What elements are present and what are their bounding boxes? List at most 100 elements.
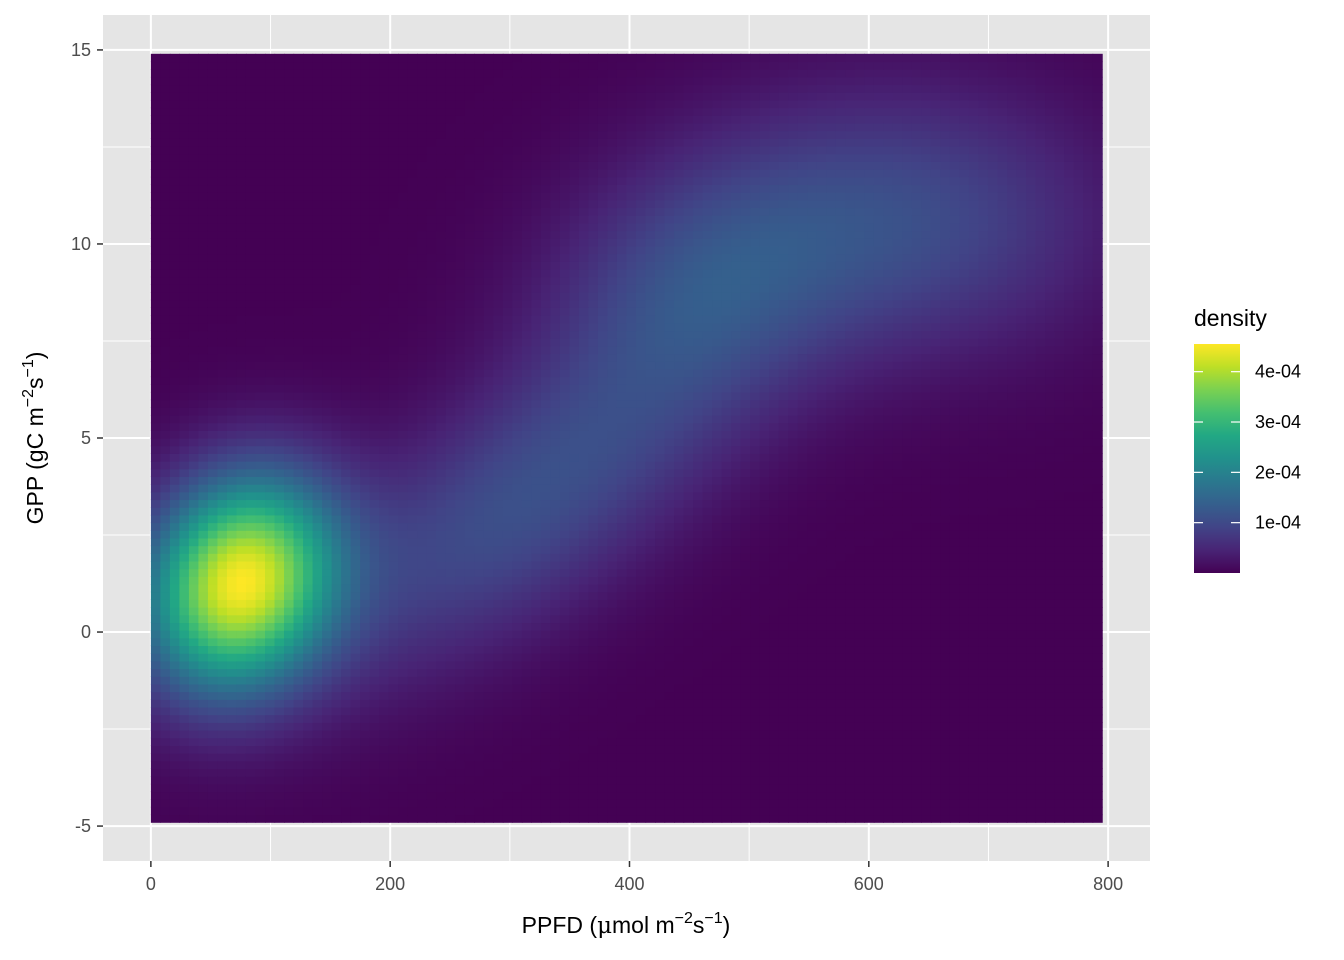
density-tile xyxy=(169,653,180,662)
density-tile xyxy=(569,776,580,785)
density-tile xyxy=(293,222,304,232)
density-tile xyxy=(569,414,580,424)
density-tile xyxy=(436,253,447,262)
density-tile xyxy=(588,461,599,470)
density-tile xyxy=(188,315,200,324)
density-tile xyxy=(274,560,285,570)
density-tile xyxy=(588,399,599,408)
density-tile xyxy=(578,476,590,485)
density-tile xyxy=(226,430,238,439)
density-tile xyxy=(303,368,314,378)
density-tile xyxy=(293,645,304,654)
density-tile xyxy=(531,215,542,224)
density-tile xyxy=(207,814,219,823)
density-tile xyxy=(398,806,409,816)
density-tile xyxy=(198,553,209,562)
density-tile xyxy=(493,422,504,431)
density-tile xyxy=(169,799,180,808)
density-tile xyxy=(550,138,561,147)
density-tile xyxy=(493,776,504,785)
density-tile xyxy=(426,630,437,639)
density-tile xyxy=(217,184,228,193)
density-tile xyxy=(388,484,399,493)
density-tile xyxy=(226,799,238,808)
density-tile xyxy=(265,691,276,700)
density-tile xyxy=(312,261,323,270)
density-tile xyxy=(588,722,599,731)
density-tile xyxy=(521,368,532,378)
density-tile xyxy=(531,384,542,393)
density-tile xyxy=(274,599,285,608)
density-tile xyxy=(531,699,542,708)
density-tile xyxy=(293,560,304,570)
density-tile xyxy=(293,514,304,524)
density-tile xyxy=(350,330,361,339)
density-tile xyxy=(379,683,390,693)
density-tile xyxy=(588,468,599,478)
density-tile xyxy=(312,430,323,439)
density-tile xyxy=(331,338,342,347)
density-tile xyxy=(169,806,180,816)
density-tile xyxy=(236,207,247,216)
density-tile xyxy=(255,445,266,454)
density-tile xyxy=(607,537,618,547)
density-tile xyxy=(521,384,532,393)
density-tile xyxy=(588,514,599,524)
density-tile xyxy=(502,645,513,654)
density-tile xyxy=(369,92,380,101)
density-tile xyxy=(188,299,200,308)
density-tile xyxy=(540,445,551,454)
density-tile xyxy=(303,238,314,247)
density-tile xyxy=(160,553,171,562)
density-tile xyxy=(455,453,466,462)
density-tile xyxy=(578,268,590,278)
density-tile xyxy=(388,399,399,408)
density-tile xyxy=(521,783,532,793)
density-tile xyxy=(531,499,542,508)
density-tile xyxy=(445,729,456,739)
density-tile xyxy=(502,192,513,201)
density-tile xyxy=(217,806,228,816)
density-tile xyxy=(436,122,447,132)
density-tile xyxy=(417,238,428,247)
density-tile xyxy=(417,384,428,393)
density-tile xyxy=(445,407,456,416)
density-tile xyxy=(417,537,428,547)
density-tile xyxy=(607,722,618,731)
density-tile xyxy=(531,637,542,647)
density-tile xyxy=(169,637,180,647)
density-tile xyxy=(540,322,551,332)
density-tile xyxy=(198,453,209,462)
density-tile xyxy=(303,484,314,493)
density-tile xyxy=(417,315,428,324)
density-tile xyxy=(559,176,571,186)
density-tile xyxy=(512,729,523,739)
density-tile xyxy=(236,753,247,762)
density-tile xyxy=(160,783,171,793)
density-tile xyxy=(616,407,628,416)
density-tile xyxy=(274,61,285,70)
density-tile xyxy=(150,222,161,232)
density-tile xyxy=(445,69,456,78)
density-tile xyxy=(512,706,523,716)
density-tile xyxy=(474,122,485,132)
density-tile xyxy=(464,714,475,723)
density-tile xyxy=(474,368,485,378)
density-tile xyxy=(150,484,161,493)
density-tile xyxy=(369,53,380,63)
density-tile xyxy=(502,361,513,370)
density-tile xyxy=(188,453,200,462)
density-tile xyxy=(521,668,532,677)
density-tile xyxy=(483,583,494,593)
density-tile xyxy=(588,768,599,777)
density-tile xyxy=(293,284,304,293)
density-tile xyxy=(512,484,523,493)
density-tile xyxy=(198,514,209,524)
density-tile xyxy=(398,499,409,508)
density-tile xyxy=(226,491,238,501)
density-tile xyxy=(559,753,571,762)
density-tile xyxy=(274,637,285,647)
density-tile xyxy=(198,545,209,554)
density-tile xyxy=(350,676,361,685)
density-tile xyxy=(160,668,171,677)
